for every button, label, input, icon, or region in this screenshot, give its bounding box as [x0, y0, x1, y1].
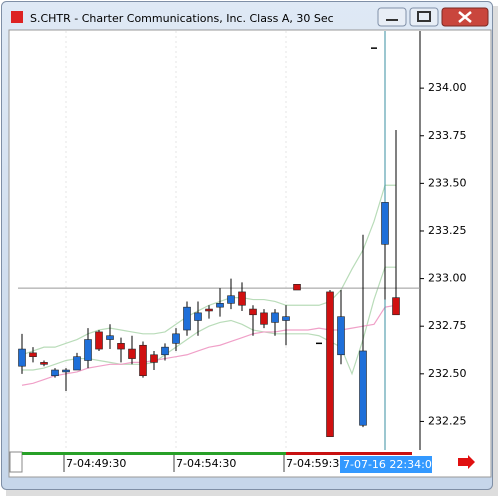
window-title: S.CHTR - Charter Communications, Inc. Cl…	[30, 12, 334, 25]
window-buttons[interactable]	[377, 7, 489, 27]
candle-body	[227, 295, 235, 304]
candle-body	[73, 356, 81, 371]
maximize-icon	[417, 11, 431, 22]
plot-area	[10, 31, 420, 450]
y-tick-label: 232.50	[428, 367, 467, 380]
minimize-icon	[386, 19, 398, 21]
candle-body	[117, 343, 125, 350]
candle-body	[183, 306, 191, 331]
candle-body	[51, 369, 59, 377]
candle-body	[172, 333, 180, 344]
candle-body	[139, 344, 147, 377]
candle-body	[194, 312, 202, 321]
y-tick-label: 233.00	[428, 272, 467, 285]
crosshair-label: 7-07-16 22:34:00	[343, 458, 439, 471]
y-tick-label: 232.75	[428, 319, 467, 332]
crosshair-label-box	[340, 456, 432, 473]
y-tick-label: 233.50	[428, 176, 467, 189]
candle-body	[95, 331, 103, 350]
candle-body	[326, 291, 334, 437]
x-tick-label: 7-04:54:30	[176, 457, 236, 470]
candle-body	[40, 362, 48, 365]
close-icon	[458, 11, 472, 23]
candle-body	[293, 284, 301, 291]
y-tick-label: 232.25	[428, 414, 467, 427]
candle-body	[392, 297, 400, 316]
minimize-button[interactable]	[377, 7, 407, 27]
maximize-button[interactable]	[409, 7, 439, 27]
candle-body	[260, 312, 268, 325]
y-tick-label: 233.75	[428, 129, 467, 142]
candle-body	[238, 291, 246, 306]
plot: 232.25 232.50 232.75 233.00 233.25 233.50 233.…	[18, 31, 467, 473]
candle-body	[161, 346, 169, 356]
candle-body	[84, 339, 92, 361]
x-tick-label: 7-04:49:30	[66, 457, 126, 470]
candle-body	[249, 308, 257, 316]
candle-body	[18, 348, 26, 367]
candle-body	[216, 303, 224, 308]
app-icon	[11, 11, 23, 23]
candle-body	[128, 348, 136, 359]
candle-body	[205, 308, 213, 312]
scroll-box[interactable]	[9, 451, 23, 473]
candle-body	[359, 350, 367, 426]
scroll-arrow[interactable]	[458, 455, 475, 469]
candle-body	[29, 352, 37, 357]
y-tick-label: 233.25	[428, 224, 467, 237]
candle-body	[62, 369, 70, 373]
x-tick-label: 7-04:59:30	[286, 457, 346, 470]
candle-body	[150, 354, 158, 363]
candle-body	[106, 335, 114, 340]
candle-body	[282, 316, 290, 321]
candle-body	[337, 316, 345, 356]
y-tick-label: 234.00	[428, 81, 467, 94]
candle-body	[271, 312, 279, 323]
candle-body	[381, 202, 389, 245]
